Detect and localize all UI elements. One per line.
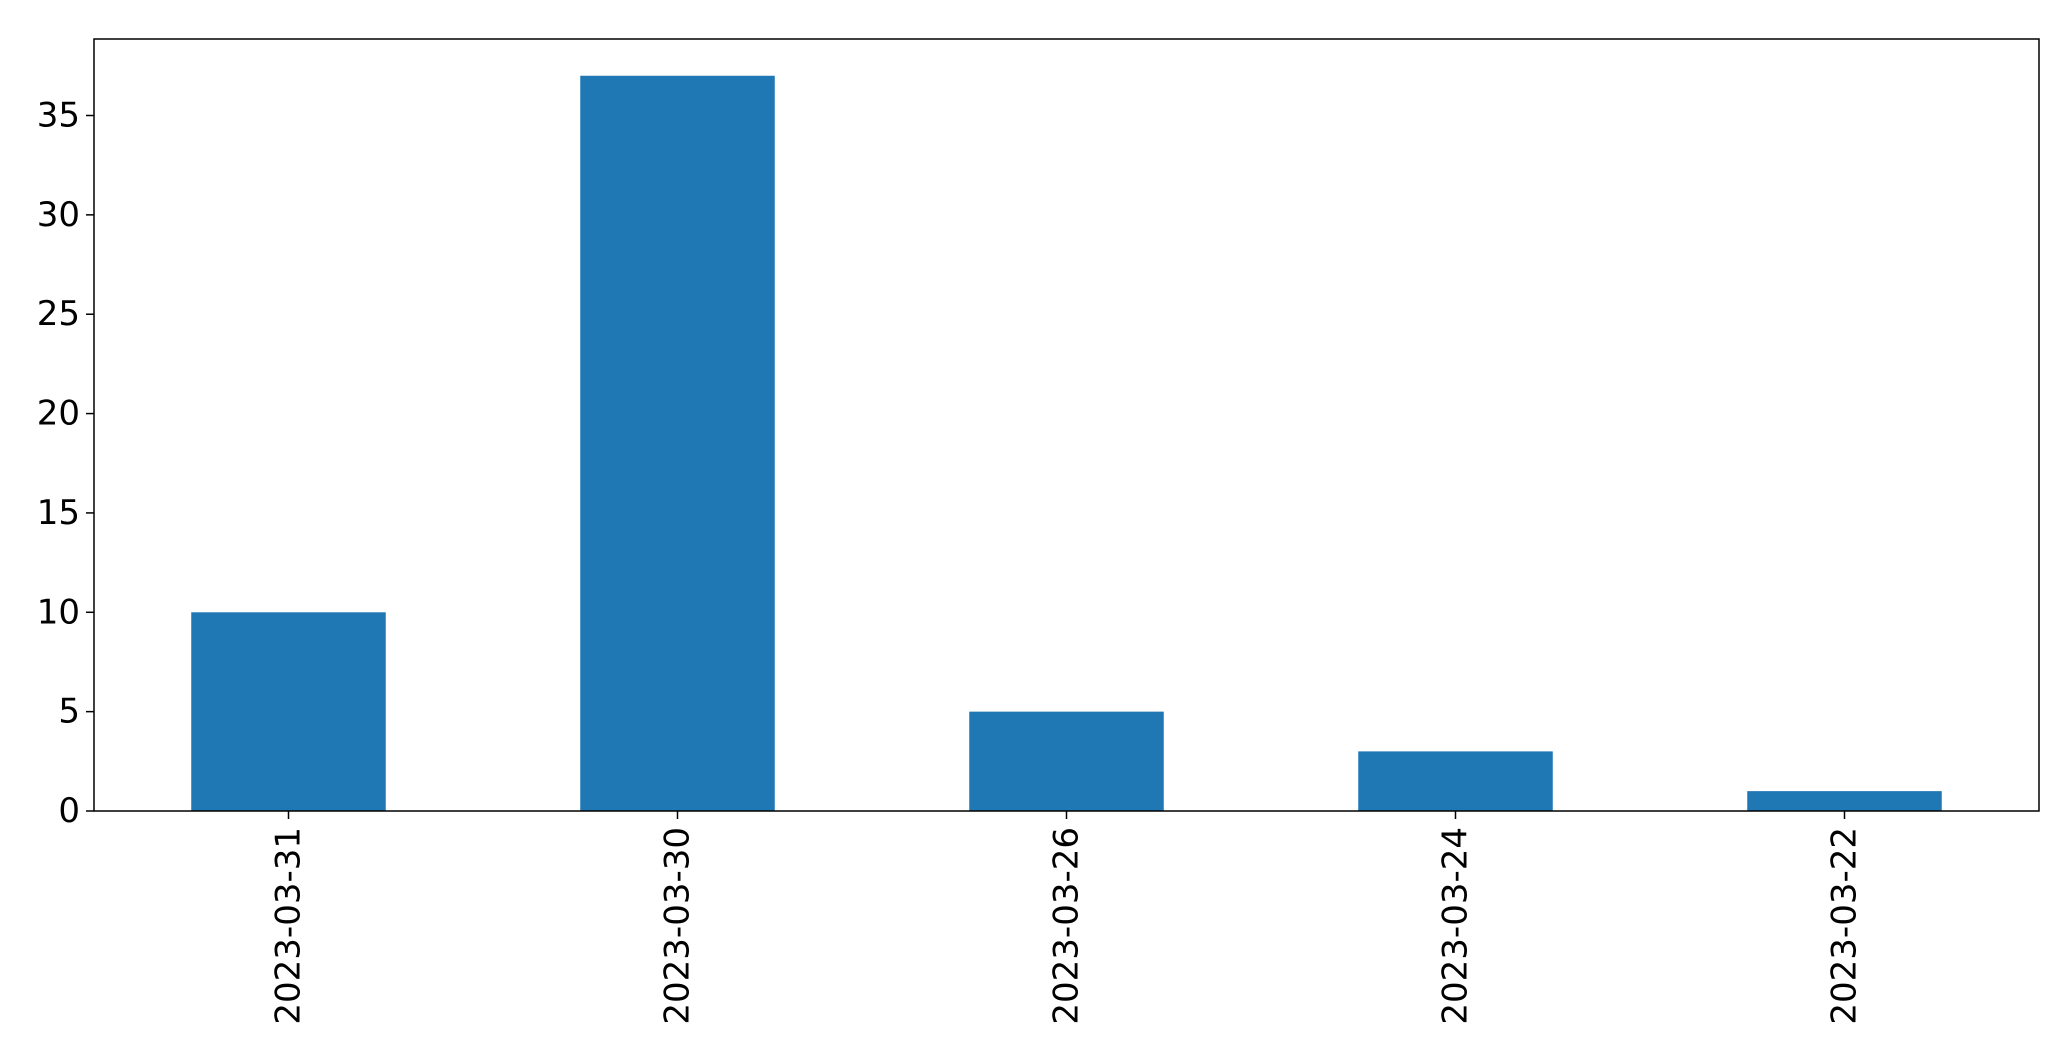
bar-2023-03-24 — [1358, 751, 1553, 811]
bar-2023-03-31 — [191, 612, 386, 811]
y-tick-label: 20 — [37, 394, 80, 434]
bar-2023-03-30 — [580, 75, 775, 811]
x-tick-label: 2023-03-31 — [269, 827, 309, 1025]
y-tick-label: 0 — [58, 791, 80, 831]
x-tick-label: 2023-03-30 — [658, 827, 698, 1025]
plot-frame — [93, 38, 2040, 812]
y-tick-label: 35 — [37, 96, 80, 136]
y-tick-label: 15 — [37, 493, 80, 533]
bar-2023-03-22 — [1747, 791, 1942, 811]
y-tick-label: 5 — [58, 692, 80, 732]
y-tick-label: 25 — [37, 294, 80, 334]
bars-group — [191, 75, 1942, 811]
y-tick-label: 10 — [37, 592, 80, 632]
y-axis: 0 5 10 15 20 25 30 35 — [37, 96, 94, 831]
x-axis: 2023-03-31 2023-03-30 2023-03-26 2023-03-24… — [269, 811, 1865, 1025]
bar-2023-03-26 — [969, 711, 1164, 811]
x-tick-label: 2023-03-24 — [1436, 827, 1476, 1025]
x-tick-label: 2023-03-22 — [1825, 827, 1865, 1025]
y-tick-label: 30 — [37, 195, 80, 235]
x-tick-label: 2023-03-26 — [1047, 827, 1087, 1025]
